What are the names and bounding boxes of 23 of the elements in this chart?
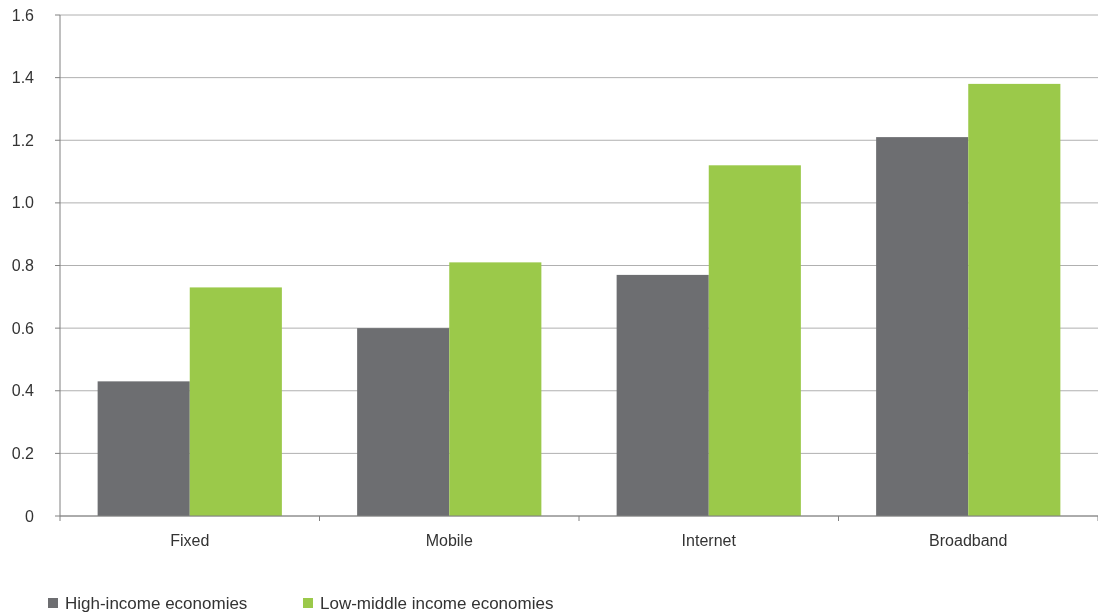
- x-tick-label: Internet: [681, 532, 737, 549]
- y-tick-label: 0.4: [11, 382, 35, 400]
- bar: [97, 381, 190, 516]
- y-tick-label: 0: [25, 507, 35, 525]
- bar: [968, 83, 1061, 516]
- bar: [449, 262, 542, 516]
- x-tick-label: Mobile: [425, 532, 473, 549]
- bar: [357, 328, 450, 516]
- bar: [616, 274, 709, 516]
- bar: [189, 287, 282, 516]
- x-tick-label: Broadband: [929, 532, 1008, 549]
- legend-label: High-income economies: [65, 593, 248, 613]
- y-tick-label: 1.6: [11, 6, 35, 24]
- y-tick-label: 1.4: [11, 69, 35, 87]
- y-tick-label: 0.6: [11, 319, 35, 337]
- bar: [708, 165, 801, 516]
- y-tick-label: 1.0: [11, 194, 35, 212]
- x-tick-label: Fixed: [170, 532, 210, 549]
- bar: [876, 137, 969, 516]
- y-tick-label: 0.8: [11, 257, 35, 275]
- y-tick-label: 0.2: [11, 444, 35, 462]
- legend-label: Low-middle income economies: [320, 593, 554, 613]
- y-tick-label: 1.2: [11, 131, 35, 149]
